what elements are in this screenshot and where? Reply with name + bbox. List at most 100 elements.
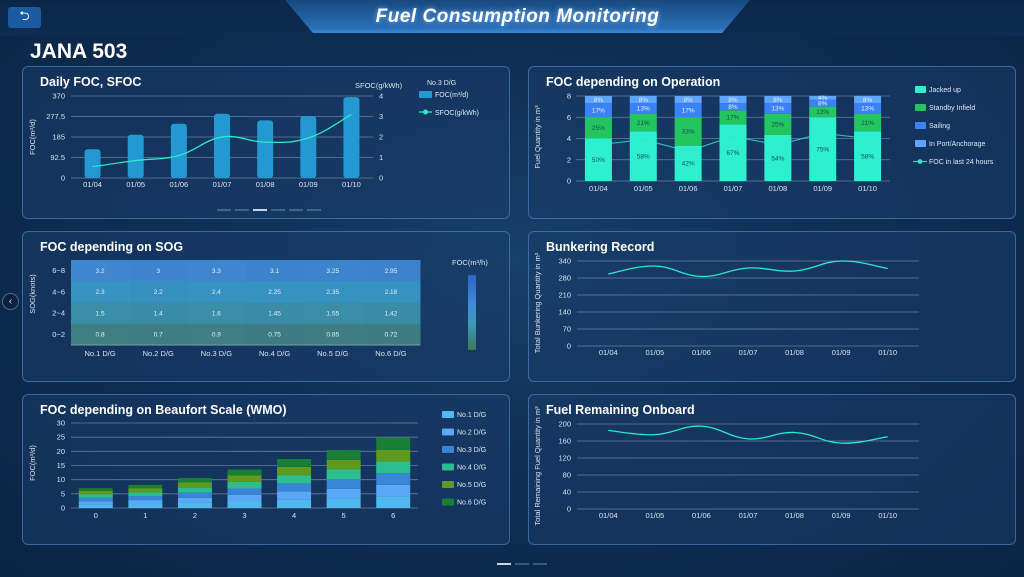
heatmap-cell — [245, 323, 305, 346]
operation-bar-segment — [584, 96, 612, 104]
operation-bar-segment — [629, 113, 657, 132]
operation-bar-segment — [809, 117, 837, 181]
heatmap-value: 1.4 — [154, 310, 163, 317]
beaufort-bar-segment — [177, 502, 212, 508]
y2-tick-label: 2 — [379, 133, 383, 142]
beaufort-bar-segment — [376, 484, 411, 497]
y-tick-label: 92.5 — [50, 153, 65, 162]
heatmap-cell — [187, 281, 246, 303]
heatmap-value: 0.85 — [326, 332, 339, 339]
y-tick-label: 280 — [558, 274, 571, 283]
beaufort-bar-segment — [227, 475, 262, 482]
beaufort-bar-segment — [78, 501, 113, 505]
chart-pager — [217, 209, 321, 211]
back-button[interactable]: ⮌ — [8, 7, 41, 28]
panel-title: Fuel Remaining Onboard — [546, 403, 695, 417]
pager-dot[interactable] — [253, 209, 267, 211]
foc-bar — [127, 134, 144, 178]
heatmap-value: 2.2 — [154, 289, 163, 296]
legend-label: No.6 D/G — [457, 500, 486, 507]
segment-label: 33% — [682, 129, 695, 136]
segment-label: 13% — [861, 106, 874, 113]
x-tick-label: 01/10 — [878, 348, 897, 357]
legend-label: No.1 D/G — [457, 412, 486, 419]
x-tick-label: No.4 D/G — [259, 349, 290, 358]
segment-label: 58% — [637, 153, 650, 160]
legend-swatch — [915, 140, 926, 147]
legend-swatch — [915, 86, 926, 93]
bunkering-record-chart: 0 70 140 210 280 340 Total Bunkering Quantity … — [533, 252, 919, 357]
x-tick-label: 01/07 — [724, 184, 743, 193]
pager-dot[interactable] — [235, 209, 249, 211]
beaufort-bar-segment — [326, 459, 361, 470]
beaufort-bar-segment — [78, 488, 113, 491]
y2-tick-label: 4 — [379, 92, 383, 101]
pager-dot[interactable] — [307, 209, 321, 211]
heatmap-value: 0.8 — [96, 332, 105, 339]
y-tick-label: 277.5 — [46, 112, 65, 121]
y-tick-label: 2~4 — [52, 309, 65, 318]
heatmap-cell — [187, 260, 246, 282]
beaufort-bar-segment — [227, 488, 262, 495]
pager-dot[interactable] — [217, 209, 231, 211]
legend-swatch — [442, 411, 454, 418]
segment-label: 8% — [683, 97, 693, 104]
pager-dot[interactable] — [289, 209, 303, 211]
segment-label: 4% — [818, 95, 828, 102]
beaufort-bar-segment — [177, 497, 212, 503]
heatmap-value: 3.2 — [96, 268, 105, 275]
beaufort-bar-segment — [128, 492, 163, 497]
y-tick-label: 120 — [558, 454, 571, 463]
daily-foc-sfoc-panel: Daily FOC, SFOC 0 92.5 185 277.5 370 0 1 2 3 4 FOC… — [22, 66, 510, 219]
beaufort-bar-segment — [177, 492, 212, 498]
operation-bar-segment — [674, 117, 702, 146]
legend-swatch — [442, 481, 454, 488]
operation-bar-segment — [809, 106, 837, 118]
x-tick-label: 01/06 — [679, 184, 698, 193]
heatmap-cell — [303, 281, 363, 303]
beaufort-bar-segment — [326, 488, 361, 499]
pager-dot[interactable] — [271, 209, 285, 211]
segment-label: 8% — [863, 97, 873, 104]
y-tick-label: 20 — [57, 447, 65, 456]
foc-24h-line — [598, 132, 868, 152]
x-tick-label: 01/07 — [739, 511, 758, 520]
legend-swatch — [442, 498, 454, 506]
panel-title: FOC depending on Beaufort Scale (WMO) — [40, 403, 287, 417]
beaufort-bar-segment — [128, 500, 163, 505]
beaufort-bar-segment — [78, 494, 113, 498]
pager-dot[interactable] — [515, 563, 529, 565]
foc-operation-chart: 0 2 4 6 8 Fuel Quantity in m³ 01/04 01/05 01/06 0… — [533, 86, 994, 193]
segment-label: 42% — [682, 161, 695, 168]
heatmap-cell — [71, 260, 130, 282]
heatmap-value: 1.55 — [326, 310, 339, 317]
foc-operation-panel: FOC depending on Operation 0 2 4 6 8 Fuel Qua… — [528, 66, 1016, 219]
x-tick-label: 01/08 — [256, 180, 275, 189]
y2-axis-label: SFOC(g/kWh) — [355, 81, 403, 90]
panel-title: Daily FOC, SFOC — [40, 75, 142, 89]
prev-page-button[interactable]: ‹ — [2, 293, 19, 310]
x-tick-label: No.6 D/G — [375, 349, 406, 358]
panel-title: Bunkering Record — [546, 240, 655, 254]
heatmap-value: 2.35 — [326, 289, 339, 296]
operation-bar-segment — [764, 96, 792, 104]
operation-bar-segment — [674, 96, 702, 104]
data-line — [608, 260, 888, 278]
operation-bar-segment — [719, 110, 747, 125]
pager-dot[interactable] — [533, 563, 547, 565]
legend-label: Sailing — [929, 123, 950, 130]
beaufort-bar-segment — [177, 487, 212, 493]
pager-dot[interactable] — [497, 563, 511, 565]
x-tick-label: 01/10 — [878, 511, 897, 520]
x-tick-label: 2 — [193, 511, 197, 520]
y-tick-label: 210 — [558, 291, 571, 300]
beaufort-bar-segment — [128, 484, 163, 489]
legend-label: Standby Infield — [929, 105, 975, 112]
legend-label: No.3 D/G — [457, 447, 486, 454]
y-tick-label: 4 — [567, 134, 571, 143]
beaufort-bar-segment — [326, 479, 361, 489]
operation-bar-segment — [584, 117, 612, 139]
x-tick-label: 01/10 — [342, 180, 361, 189]
beaufort-bar-segment — [277, 483, 312, 492]
y-tick-label: 185 — [52, 133, 65, 142]
